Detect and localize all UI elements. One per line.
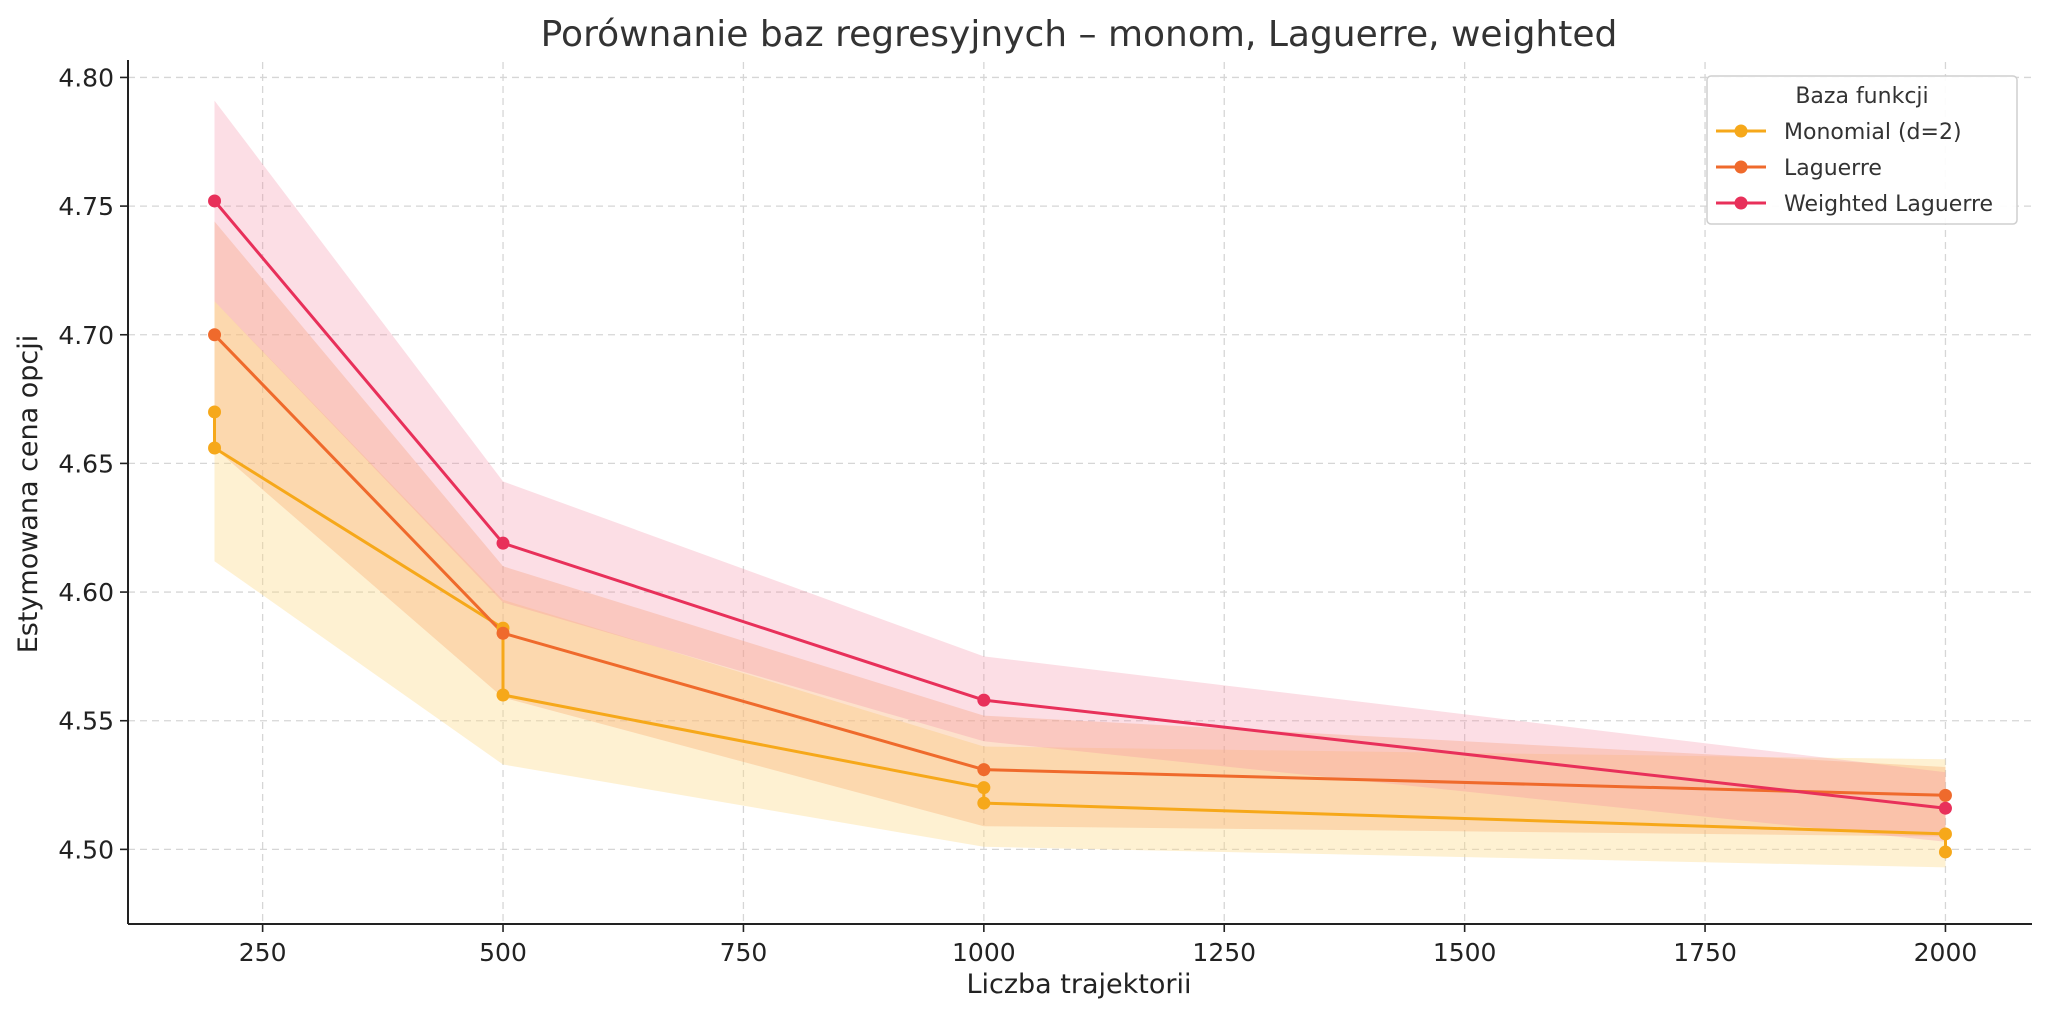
series-markers-layer bbox=[208, 194, 1952, 859]
data-point-2-2 bbox=[977, 693, 991, 707]
legend-marker-0 bbox=[1734, 124, 1748, 138]
legend-label-0: Monomial (d=2) bbox=[1784, 120, 1962, 145]
x-tick-label-1000: 1000 bbox=[952, 938, 1016, 967]
y-tick-label-4.65: 4.65 bbox=[58, 449, 114, 478]
data-point-1-1 bbox=[496, 626, 510, 640]
x-tick-label-500: 500 bbox=[479, 938, 527, 967]
y-tick-label-4.75: 4.75 bbox=[58, 192, 114, 221]
data-point-2-3 bbox=[1938, 801, 1952, 815]
y-tick-label-4.70: 4.70 bbox=[58, 321, 114, 350]
data-point-0-3 bbox=[496, 688, 510, 702]
x-tick-label-250: 250 bbox=[239, 938, 287, 967]
chart-title: Porównanie baz regresyjnych – monom, Lag… bbox=[541, 14, 1618, 55]
confidence-band-2 bbox=[214, 100, 1946, 842]
confidence-band-1 bbox=[214, 221, 1946, 837]
series-lines-layer bbox=[213, 199, 1947, 854]
legend-label-2: Weighted Laguerre bbox=[1784, 192, 1993, 217]
data-point-0-4 bbox=[977, 781, 991, 795]
legend-label-1: Laguerre bbox=[1784, 156, 1882, 181]
data-point-0-5 bbox=[977, 796, 991, 810]
legend-marker-1 bbox=[1734, 160, 1748, 174]
y-tick-label-4.50: 4.50 bbox=[58, 835, 114, 864]
x-axis-label: Liczba trajektorii bbox=[966, 969, 1191, 1000]
x-tick-label-1250: 1250 bbox=[1192, 938, 1256, 967]
data-point-1-0 bbox=[208, 328, 222, 342]
data-point-0-7 bbox=[1938, 845, 1952, 859]
data-point-0-1 bbox=[208, 441, 222, 455]
legend-items: Monomial (d=2) Laguerre Weighted Laguerre bbox=[1716, 120, 1993, 217]
legend-marker-2 bbox=[1734, 196, 1748, 210]
data-point-2-1 bbox=[496, 536, 510, 550]
series-line-0 bbox=[213, 410, 1947, 854]
confidence-band-0 bbox=[214, 301, 1946, 868]
data-point-1-2 bbox=[977, 763, 991, 777]
series-line-1 bbox=[213, 333, 1947, 797]
y-tick-label-4.55: 4.55 bbox=[58, 707, 114, 736]
series-line-2 bbox=[213, 199, 1947, 810]
data-point-1-3 bbox=[1938, 788, 1952, 802]
y-tick-label-4.80: 4.80 bbox=[58, 63, 114, 92]
confidence-bands-layer bbox=[214, 100, 1946, 868]
tick-labels-layer: 250 500 750 1000 1250 1500 1750 2000 4.50 4.55 4.6… bbox=[58, 63, 1977, 967]
data-point-2-0 bbox=[208, 194, 222, 208]
data-point-0-0 bbox=[208, 405, 222, 419]
y-axis-label: Estymowana cena opcji bbox=[13, 335, 44, 654]
x-tick-label-1750: 1750 bbox=[1673, 938, 1737, 967]
x-tick-label-1500: 1500 bbox=[1433, 938, 1497, 967]
x-tick-label-2000: 2000 bbox=[1914, 938, 1978, 967]
axes-layer bbox=[120, 60, 2032, 932]
x-tick-label-750: 750 bbox=[720, 938, 768, 967]
data-point-0-6 bbox=[1938, 827, 1952, 841]
legend-box bbox=[1706, 75, 2018, 225]
legend-title: Baza funkcji bbox=[1795, 84, 1928, 109]
y-tick-label-4.60: 4.60 bbox=[58, 578, 114, 607]
legend: Baza funkcji Monomial (d=2) Laguerre Weigh… bbox=[1706, 75, 2018, 225]
